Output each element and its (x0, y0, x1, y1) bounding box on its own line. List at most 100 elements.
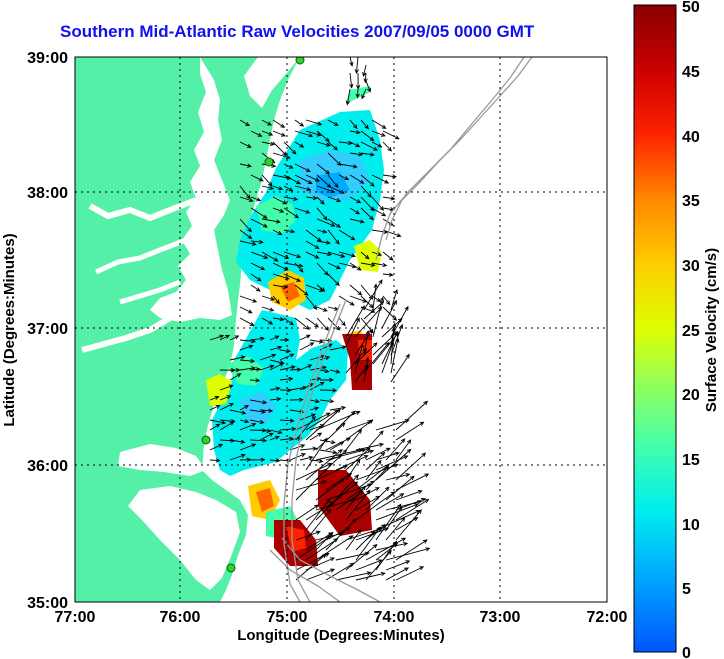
velocity-arrow (319, 377, 335, 383)
velocity-arrow (365, 80, 371, 93)
colorbar-tick-label: 10 (682, 517, 700, 534)
velocity-arrow (219, 403, 235, 411)
velocity-arrow (395, 439, 412, 461)
velocity-arrow (382, 229, 402, 238)
potomac-river (88, 197, 198, 222)
velocity-arrow (294, 174, 313, 185)
velocity-arrow (349, 72, 354, 89)
velocity-arrow (365, 459, 382, 481)
velocity-arrow (309, 432, 323, 441)
velocity-arrow (261, 251, 279, 262)
velocity-arrow (354, 364, 369, 383)
velocity-arrow (289, 453, 306, 461)
y-tick-label: 36:00 (27, 458, 68, 475)
velocity-arrow (272, 317, 285, 322)
velocity-arrow (239, 218, 252, 233)
velocity-arrow (305, 508, 332, 541)
velocity-arrow (305, 538, 339, 561)
velocity-arrow (249, 419, 265, 425)
velocity-arrow (250, 174, 264, 182)
velocity-arrow (365, 430, 384, 451)
velocity-arrow (305, 295, 318, 310)
bathymetry-contours (269, 57, 533, 602)
velocity-arrow (294, 141, 305, 148)
velocity-arrow (316, 207, 328, 221)
velocity-arrow (299, 413, 316, 421)
velocity-arrow (250, 273, 262, 282)
velocity-arrow (355, 530, 376, 551)
velocity-arrow (269, 429, 283, 435)
velocity-arrow (279, 426, 297, 432)
velocity-arrow (316, 218, 336, 227)
velocity-arrow (283, 273, 302, 282)
velocity-arrow (327, 185, 345, 194)
colorbar-tick-label: 50 (682, 0, 700, 16)
velocity-arrow (385, 438, 406, 461)
velocity-arrow (283, 251, 302, 259)
colorbar-tick-label: 20 (682, 387, 700, 404)
velocity-arrow (329, 405, 347, 411)
velocity-arrow (355, 559, 383, 571)
velocity-arrow (327, 218, 342, 228)
velocity-arrow (385, 475, 415, 501)
velocity-arrow (371, 141, 383, 148)
velocity-arrow (335, 410, 356, 431)
velocity-arrow (229, 367, 241, 373)
velocity-arrow (338, 317, 346, 327)
velocity-arrow (382, 272, 394, 277)
velocity-arrow (327, 141, 339, 151)
velocity-arrow (269, 386, 281, 391)
velocity-arrow (327, 119, 339, 126)
station-marker (295, 57, 305, 65)
velocity-arrow (375, 493, 405, 511)
colorbar-tick-label: 0 (682, 645, 691, 659)
velocity-arrow (395, 452, 427, 481)
velocity-arrow (390, 337, 400, 374)
velocity-arrow (315, 478, 345, 501)
velocity-arrow (294, 262, 304, 273)
velocity-arrow (239, 119, 251, 127)
velocity-arrow (209, 423, 221, 431)
velocity-arrow (327, 174, 339, 189)
velocity-arrow (362, 64, 367, 78)
velocity-arrow (316, 251, 333, 257)
velocity-arrow (316, 163, 331, 175)
velocity-arrow (375, 419, 410, 431)
velocity-arrow (371, 174, 390, 184)
map-title: Southern Mid-Atlantic Raw Velocities 200… (60, 22, 535, 41)
velocity-arrow (295, 462, 333, 481)
velocity-arrow (355, 571, 386, 581)
velocity-arrow (294, 317, 310, 330)
velocity-arrow (261, 185, 275, 190)
y-axis-label: Latitude (Degrees:Minutes) (1, 233, 18, 426)
york-river (119, 279, 181, 305)
velocity-arrow (299, 334, 311, 341)
station-marker (201, 435, 211, 445)
velocity-arrow (315, 535, 354, 561)
velocity-arrow (327, 317, 341, 331)
velocity-arrow (309, 399, 320, 404)
velocity-arrow (309, 381, 325, 391)
velocity-arrow (354, 306, 383, 338)
velocity-arrow (316, 141, 331, 147)
velocity-arrow (338, 174, 350, 180)
velocity-arrow (295, 415, 316, 441)
velocity-arrow (272, 130, 286, 137)
velocity-arrow (345, 305, 365, 338)
velocity-arrow (209, 458, 221, 463)
velocity-arrow (316, 306, 328, 312)
velocity-arrow (295, 534, 333, 561)
velocity-arrow (349, 262, 362, 271)
velocity-arrow (338, 163, 358, 169)
velocity-arrow (345, 543, 378, 571)
velocity-arrow (349, 218, 365, 224)
velocity-arrow (250, 130, 263, 137)
velocity-arrow (219, 334, 230, 341)
velocity-arrow (395, 400, 429, 431)
velocity-arrow (283, 163, 294, 169)
velocity-arrow (395, 421, 425, 441)
velocity-arrow (395, 566, 425, 581)
velocity-arrow (239, 405, 250, 411)
velocity-arrow (385, 506, 403, 531)
velocity-arrow (219, 384, 234, 391)
